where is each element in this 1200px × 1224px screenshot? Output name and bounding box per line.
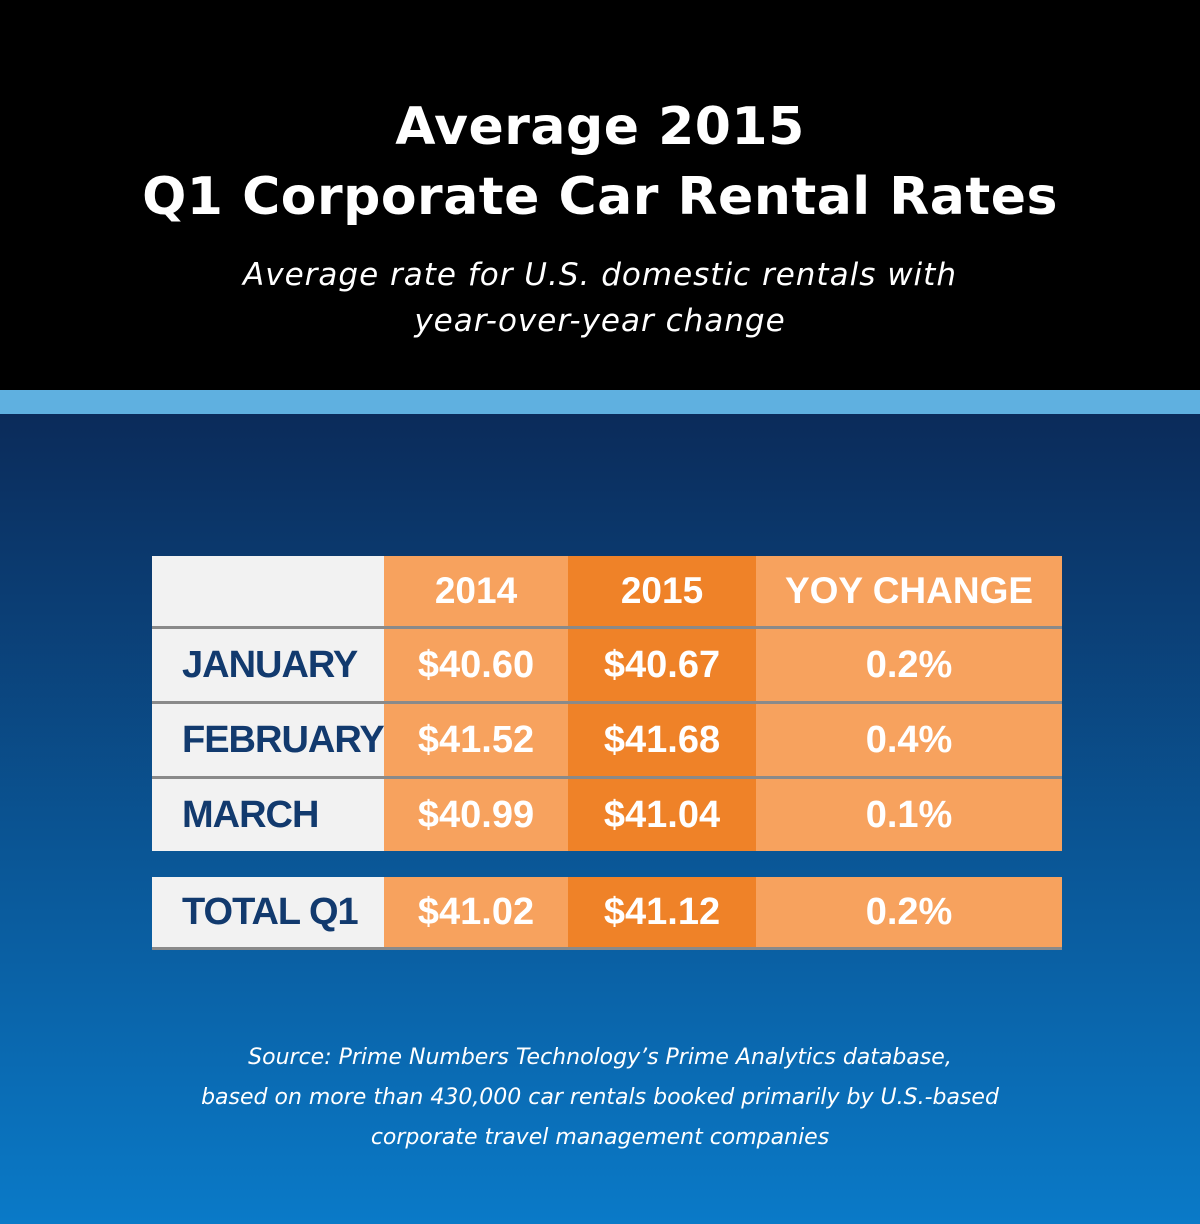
source-line-2: based on more than 430,000 car rentals b… xyxy=(201,1085,999,1110)
table-header-row: 2014 2015 YOY CHANGE xyxy=(152,556,1062,628)
accent-band xyxy=(0,390,1200,414)
subtitle-line-1: Average rate for U.S. domestic rentals w… xyxy=(243,257,957,293)
header-cell-yoy: YOY CHANGE xyxy=(756,556,1062,628)
month-label: FEBRUARY xyxy=(152,701,385,778)
subtitle-line-2: year-over-year change xyxy=(414,303,786,339)
source-line-3: corporate travel management companies xyxy=(370,1125,830,1150)
value-2014: $40.60 xyxy=(384,626,568,703)
value-2015: $41.04 xyxy=(568,776,756,851)
table-row-total: TOTAL Q1 $41.02 $41.12 0.2% xyxy=(152,877,1062,950)
month-label: JANUARY xyxy=(152,626,384,703)
total-yoy: 0.2% xyxy=(756,877,1062,950)
header-panel: Average 2015 Q1 Corporate Car Rental Rat… xyxy=(0,0,1200,390)
table-row-january: JANUARY $40.60 $40.67 0.2% xyxy=(152,626,1062,703)
value-yoy: 0.2% xyxy=(756,626,1062,703)
total-label: TOTAL Q1 xyxy=(152,877,384,950)
chart-title: Average 2015 Q1 Corporate Car Rental Rat… xyxy=(0,92,1200,232)
source-note: Source: Prime Numbers Technology’s Prime… xyxy=(0,1038,1200,1158)
value-2015: $41.68 xyxy=(568,701,756,778)
header-cell-blank xyxy=(152,556,384,628)
table-row-february: FEBRUARY $41.52 $41.68 0.4% xyxy=(152,701,1062,778)
value-2014: $41.52 xyxy=(384,701,568,778)
table-gap xyxy=(152,851,1062,877)
total-2015: $41.12 xyxy=(568,877,756,950)
total-2014: $41.02 xyxy=(384,877,568,950)
rates-table: 2014 2015 YOY CHANGE JANUARY $40.60 $40.… xyxy=(152,556,1062,950)
value-2015: $40.67 xyxy=(568,626,756,703)
value-yoy: 0.4% xyxy=(756,701,1062,778)
table-row-march: MARCH $40.99 $41.04 0.1% xyxy=(152,776,1062,851)
value-yoy: 0.1% xyxy=(756,776,1062,851)
header-cell-2015: 2015 xyxy=(568,556,756,628)
header-cell-2014: 2014 xyxy=(384,556,568,628)
value-2014: $40.99 xyxy=(384,776,568,851)
title-line-1: Average 2015 xyxy=(395,97,805,157)
month-label: MARCH xyxy=(152,776,384,851)
source-line-1: Source: Prime Numbers Technology’s Prime… xyxy=(248,1045,952,1070)
chart-subtitle: Average rate for U.S. domestic rentals w… xyxy=(0,252,1200,344)
title-line-2: Q1 Corporate Car Rental Rates xyxy=(142,167,1058,227)
gap-cell xyxy=(152,851,1062,877)
